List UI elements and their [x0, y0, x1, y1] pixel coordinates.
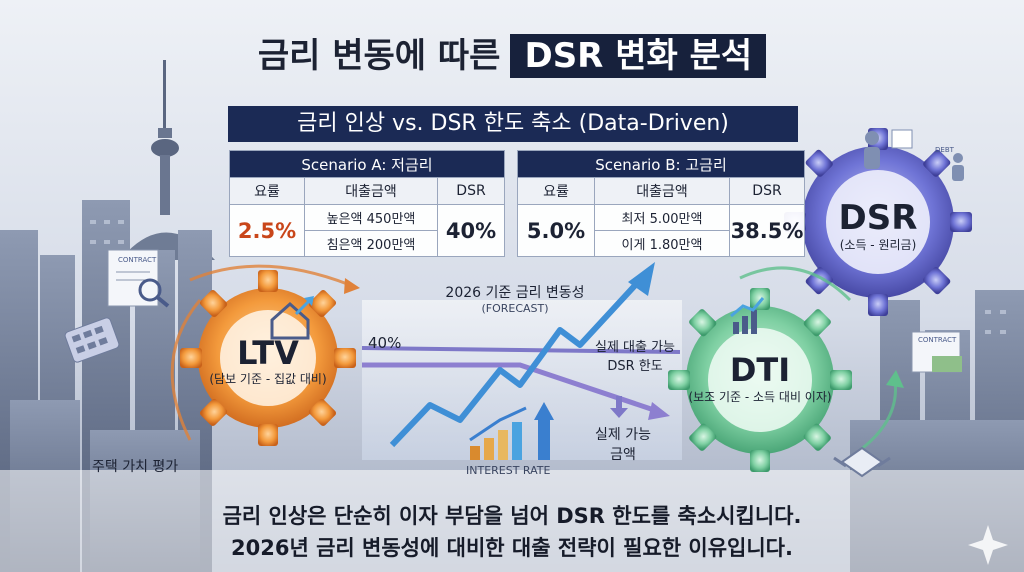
dsr-limit-down-line	[362, 362, 661, 415]
dsr-gear	[784, 128, 972, 316]
actual-label-line-2: 금액	[610, 447, 636, 463]
growth-chart-icon	[730, 297, 765, 334]
interest-rise-arrow	[389, 277, 643, 448]
dti-gear	[668, 288, 852, 472]
building-windows	[90, 220, 1006, 334]
dsr-desc: (소득 - 원리금)	[839, 238, 917, 252]
title-highlight: DSR 변화 분석	[510, 34, 767, 78]
scenario-b-amount-1: 최저 5.00만액	[594, 204, 730, 231]
interest-rate-label: INTEREST RATE	[466, 464, 551, 477]
scenario-a-dsr: 40%	[437, 204, 505, 257]
cycle-arrow-right	[739, 266, 852, 302]
scenario-a-table: Scenario A: 저금리 요률 대출금액 DSR 2.5% 높은액 450…	[229, 150, 505, 257]
scenario-b-dsr: 38.5%	[729, 204, 805, 257]
bottom-line-1: 금리 인상은 단순히 이자 부담을 넘어 DSR 한도를 축소시킵니다.	[222, 504, 802, 528]
ltv-desc: (담보 기준 - 집값 대비)	[209, 372, 327, 386]
scenario-a-header: Scenario A: 저금리	[229, 150, 505, 178]
scenario-a-rate: 2.5%	[229, 204, 305, 257]
contract-text: CONTRACT	[118, 256, 157, 264]
page-title: 금리 변동에 따른 DSR 변화 분석	[0, 28, 1024, 78]
debt-text: DEBT	[935, 146, 954, 154]
bar-chart-icon	[469, 402, 554, 460]
contract-icon	[107, 249, 170, 308]
col-rate: 요률	[229, 177, 305, 205]
sparkle-icon	[968, 525, 1008, 565]
handshake-icon	[833, 446, 891, 478]
dti-desc: (보조 기준 - 소득 대비 이자)	[688, 390, 832, 404]
ltv-gear	[180, 270, 356, 446]
ltv-caption: 주택 가치 평가	[92, 459, 179, 475]
scenario-b-rate: 5.0%	[517, 204, 595, 257]
dti-label: DTI (보조 기준 - 소득 대비 이자)	[680, 352, 840, 405]
actual-label-line-1: 실제 가능	[595, 427, 651, 443]
ltv-name: LTV	[237, 334, 299, 372]
house-icon	[270, 296, 314, 340]
title-plain: 금리 변동에 따른	[257, 36, 501, 76]
scenario-a-amount-1: 높은액 450만액	[304, 204, 438, 231]
forecast-title: 2026 기준 금리 변동성	[445, 285, 585, 301]
scenario-b-header: Scenario B: 고금리	[517, 150, 805, 178]
contract-icon-right	[911, 331, 962, 373]
col-amount-b: 대출금액	[594, 177, 730, 205]
col-dsr-b: DSR	[729, 177, 805, 205]
forecast-labels: 2026 기준 금리 변동성 (FORECAST)	[420, 282, 610, 315]
people-icon	[864, 129, 964, 181]
ltv-label: LTV (담보 기준 - 집값 대비)	[198, 336, 338, 387]
dsr-name: DSR	[838, 198, 918, 238]
forecast-sub: (FORECAST)	[481, 302, 549, 315]
level-label: 40%	[368, 334, 402, 352]
col-amount: 대출금액	[304, 177, 438, 205]
col-dsr: DSR	[437, 177, 505, 205]
dsr-level-line	[361, 346, 681, 354]
limit-label: 실제 대출 가능 DSR 한도	[580, 336, 690, 374]
dsr-limit-arrowhead	[648, 402, 670, 420]
calculator-icon	[64, 317, 120, 363]
actual-label: 실제 가능 금액	[578, 424, 668, 464]
subtitle-banner: 금리 인상 vs. DSR 한도 축소 (Data-Driven)	[228, 106, 798, 142]
scenario-b-amount-2: 이게 1.80만액	[594, 230, 730, 257]
dsr-label: DSR (소득 - 원리금)	[818, 200, 938, 253]
scenario-a-amount-2: 침은액 200만액	[304, 230, 438, 257]
col-rate-b: 요률	[517, 177, 595, 205]
cycle-arrow-left	[170, 299, 202, 441]
contract-text-right: CONTRACT	[918, 336, 957, 344]
interest-rise-arrowhead	[628, 262, 655, 296]
limit-label-line-1: 실제 대출 가능	[594, 340, 676, 355]
limit-label-line-2: DSR 한도	[607, 359, 663, 374]
dti-name: DTI	[729, 351, 791, 389]
scenario-b-table: Scenario B: 고금리 요률 대출금액 DSR 5.0% 최저 5.00…	[517, 150, 805, 257]
down-arrow-icon	[610, 408, 628, 418]
bottom-line-2: 2026년 금리 변동성에 대비한 대출 전략이 필요한 이유입니다.	[231, 536, 793, 560]
